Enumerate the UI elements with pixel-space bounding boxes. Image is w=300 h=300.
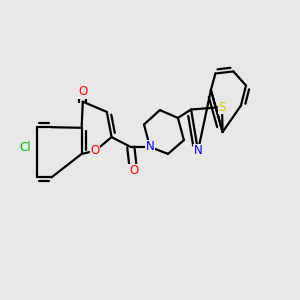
Text: O: O xyxy=(91,144,100,158)
Text: N: N xyxy=(146,140,154,154)
Text: S: S xyxy=(218,100,226,114)
Text: Cl: Cl xyxy=(19,141,31,154)
Text: O: O xyxy=(129,164,138,178)
Text: O: O xyxy=(78,85,87,98)
Text: N: N xyxy=(194,144,202,158)
